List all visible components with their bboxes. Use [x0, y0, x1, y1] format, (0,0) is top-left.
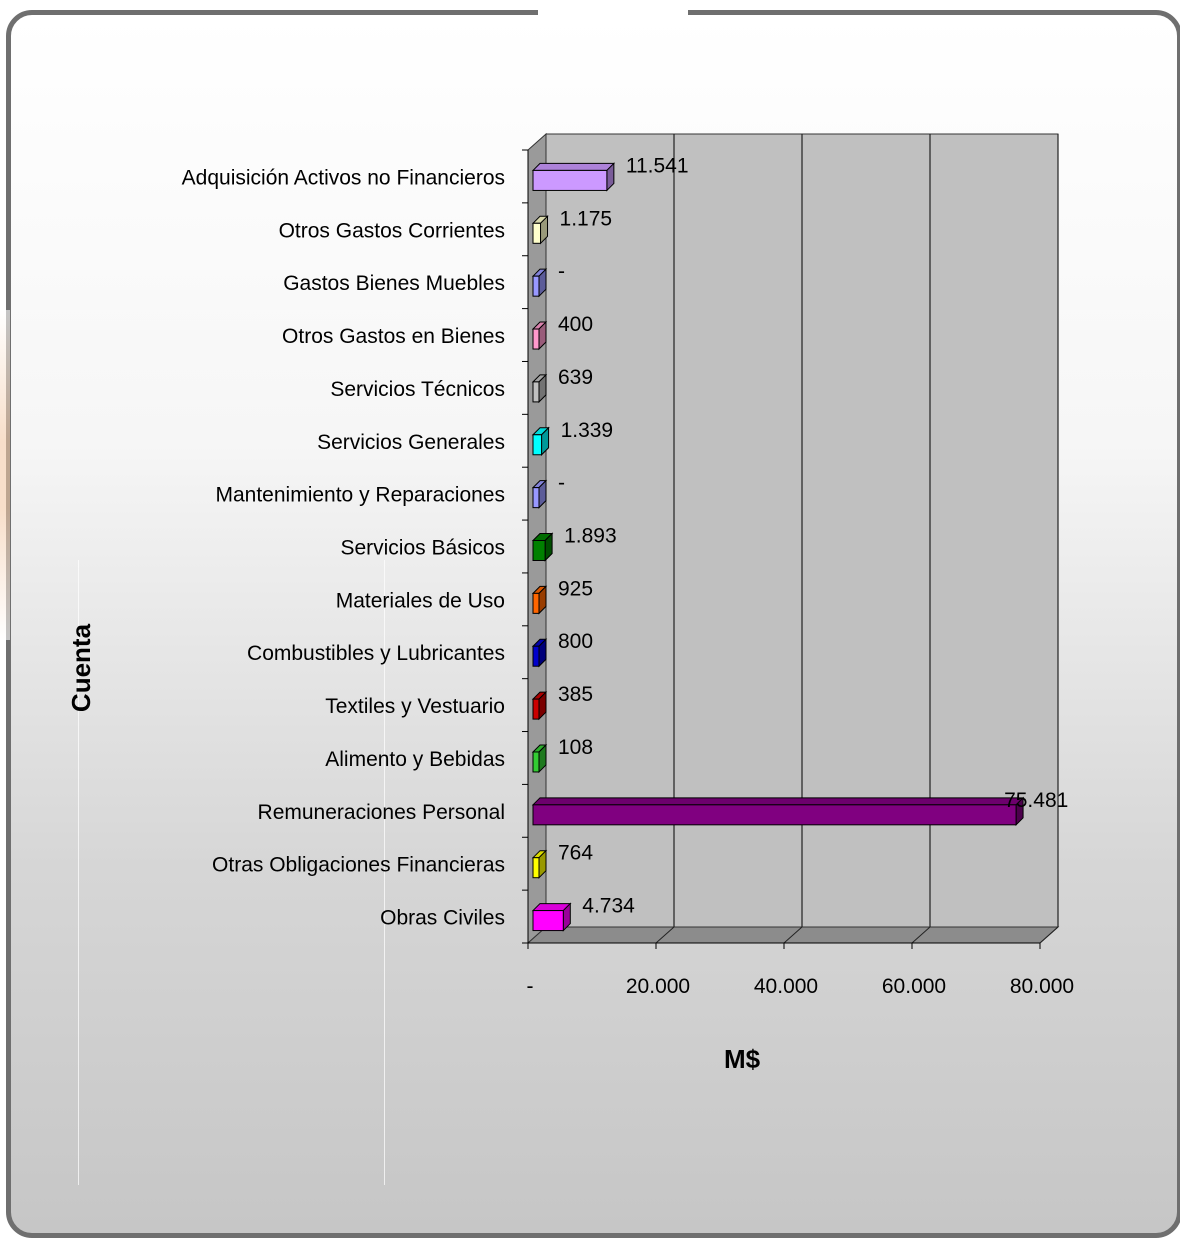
bar: [532, 910, 564, 932]
value-labels: 11.541 1.175 - 400 639 1.339 - 1.893 925 800 385 10…: [558, 154, 1068, 917]
category-label: Servicios Generales: [317, 431, 505, 454]
grid-lines: [655, 134, 1059, 944]
bar: [532, 698, 540, 720]
x-tick-label: 80.000: [1010, 975, 1074, 998]
frame-gap: [538, 0, 688, 22]
bar: [532, 169, 608, 191]
category-label: Alimento y Bebidas: [325, 748, 505, 771]
value-label: 639: [558, 366, 593, 389]
value-label: 75.481: [1004, 789, 1068, 812]
x-tick-label: 20.000: [626, 975, 690, 998]
category-label: Otros Gastos en Bienes: [282, 325, 505, 348]
category-label: Combustibles y Lubricantes: [247, 642, 505, 665]
bar: [532, 645, 540, 667]
bar: [532, 804, 1017, 826]
category-label: Otras Obligaciones Financieras: [212, 854, 505, 877]
value-label: 385: [558, 683, 593, 706]
value-label: -: [558, 472, 565, 495]
x-tick-labels: - 20.000 40.000 60.000 80.000: [527, 975, 1075, 998]
value-label: 764: [558, 842, 593, 865]
x-axis-title: M$: [724, 1044, 761, 1074]
category-label: Adquisición Activos no Financieros: [182, 166, 505, 189]
grid-line-floor: [911, 926, 931, 944]
bar: [532, 381, 540, 403]
category-label: Servicios Técnicos: [330, 378, 505, 401]
value-label: 1.339: [561, 419, 614, 442]
grid-line-floor: [655, 926, 675, 944]
category-label: Remuneraciones Personal: [258, 801, 505, 824]
category-label: Obras Civiles: [380, 907, 505, 930]
bar: [532, 328, 540, 350]
value-label: 1.175: [560, 207, 613, 230]
x-tick-label: 40.000: [754, 975, 818, 998]
bar-top: [531, 797, 1025, 806]
bar: [532, 857, 540, 879]
decorative-line: [384, 560, 385, 1185]
grid-line-floor: [1039, 926, 1059, 944]
value-label: 11.541: [626, 154, 689, 177]
category-label: Materiales de Uso: [336, 589, 505, 612]
value-label: 4.734: [582, 895, 635, 918]
value-label: 800: [558, 630, 593, 653]
category-label: Gastos Bienes Muebles: [283, 272, 505, 295]
bar: [532, 592, 540, 614]
bar: [532, 751, 540, 773]
category-label: Otros Gastos Corrientes: [279, 219, 505, 242]
value-label: 400: [558, 313, 593, 336]
bar: [532, 275, 540, 297]
category-label: Servicios Básicos: [340, 537, 505, 560]
bar: [532, 222, 542, 244]
x-tick-label: -: [527, 975, 534, 998]
category-label: Mantenimiento y Reparaciones: [216, 484, 506, 507]
decorative-line: [78, 560, 79, 1185]
category-label: Textiles y Vestuario: [325, 695, 505, 718]
value-label: -: [558, 260, 565, 283]
bar: [532, 487, 540, 509]
value-label: 108: [558, 736, 593, 759]
x-tick-label: 60.000: [882, 975, 946, 998]
y-axis-title: Cuenta: [66, 623, 96, 712]
decorative-accent: [0, 310, 10, 640]
bar: [532, 434, 543, 456]
bars: [531, 162, 1025, 932]
category-labels: Adquisición Activos no Financieros Otros …: [182, 166, 505, 929]
bar-top: [531, 162, 616, 171]
axes: [522, 149, 1041, 949]
grid-line-floor: [783, 926, 803, 944]
value-label: 925: [558, 577, 593, 600]
value-label: 1.893: [564, 525, 617, 548]
bar: [532, 540, 546, 561]
